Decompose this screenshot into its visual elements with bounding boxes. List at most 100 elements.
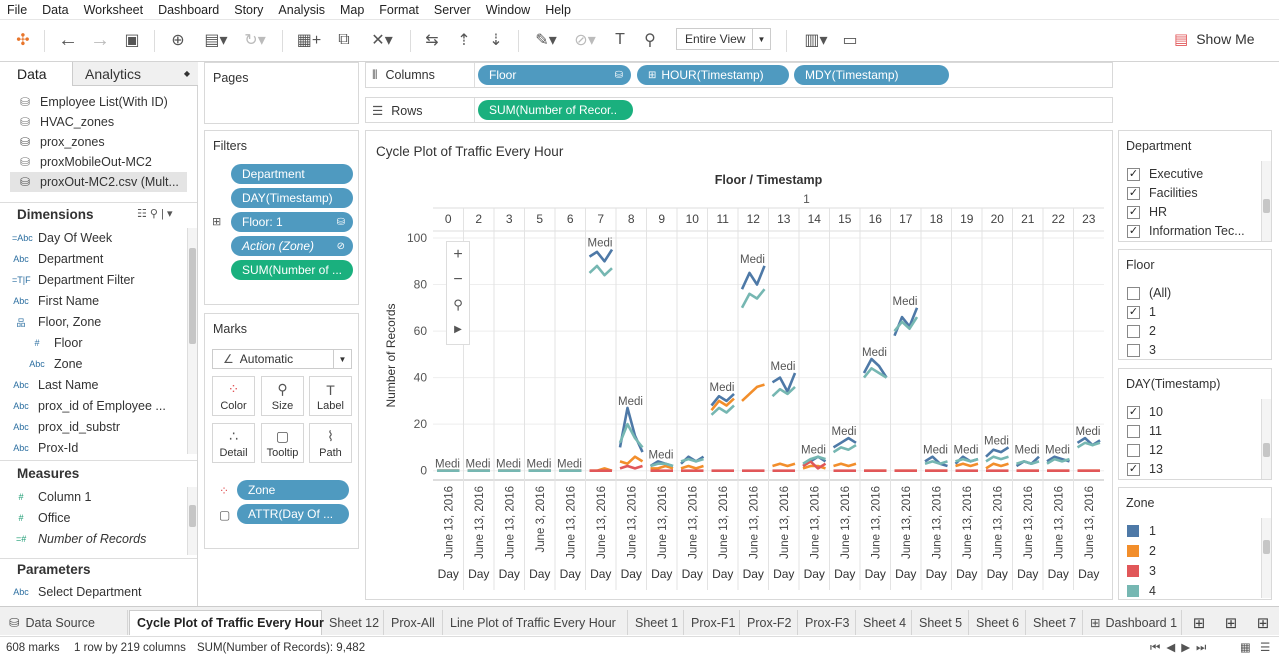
measure-item[interactable]: # Column 1 bbox=[12, 487, 182, 507]
menu-data[interactable]: Data bbox=[42, 2, 69, 17]
menu-dashboard[interactable]: Dashboard bbox=[158, 2, 220, 17]
refresh-icon[interactable]: ↻▾ bbox=[244, 32, 266, 49]
series-line[interactable] bbox=[740, 265, 766, 290]
day-option[interactable]: ✓ 10 bbox=[1127, 403, 1163, 421]
department-option[interactable]: ✓ Information Tec... bbox=[1127, 222, 1245, 240]
series-line[interactable] bbox=[802, 460, 827, 470]
duplicate-sheet-icon[interactable]: ⧉ bbox=[338, 31, 350, 48]
floor-option[interactable]: 3 bbox=[1127, 341, 1156, 359]
tab-prox-f2[interactable]: Prox-F2 bbox=[740, 610, 798, 635]
detail-button[interactable]: ∴ Detail bbox=[212, 423, 255, 463]
show-me-button[interactable]: ▤ Show Me bbox=[1174, 30, 1255, 48]
filter-day-timestamp[interactable]: DAY(Timestamp) bbox=[231, 188, 353, 208]
tab-prox-all[interactable]: Prox-All bbox=[384, 610, 443, 635]
play-icon[interactable]: ▶ bbox=[454, 324, 462, 335]
zone-legend-item[interactable]: 2 bbox=[1127, 542, 1156, 560]
menu-window[interactable]: Window bbox=[485, 2, 531, 17]
series-line[interactable] bbox=[893, 316, 919, 332]
series-line[interactable] bbox=[985, 446, 1010, 458]
zone-legend-item[interactable]: 4 bbox=[1127, 582, 1156, 600]
day-option[interactable]: 12 bbox=[1127, 441, 1163, 459]
dimension-item[interactable]: Abc Last Name bbox=[12, 375, 182, 395]
new-worksheet-tab-icon[interactable]: ⊞ bbox=[1192, 614, 1206, 632]
data-source-item[interactable]: ⛁ prox_zones bbox=[10, 132, 187, 152]
filter-action-zone[interactable]: Action (Zone) ⊘ bbox=[231, 236, 353, 256]
menu-analysis[interactable]: Analysis bbox=[278, 2, 325, 17]
show-hide-cards-icon[interactable]: ▥▾ bbox=[804, 32, 828, 49]
clear-sheet-icon[interactable]: ✕▾ bbox=[371, 32, 393, 49]
dimension-item[interactable]: Abc prox_id_substr bbox=[12, 417, 182, 437]
series-line[interactable] bbox=[985, 462, 1009, 470]
series-line[interactable] bbox=[710, 392, 735, 407]
dimension-item[interactable]: Abc First Name bbox=[12, 291, 182, 311]
series-line[interactable] bbox=[710, 404, 735, 416]
series-line[interactable] bbox=[619, 464, 643, 470]
filter-floor[interactable]: Floor: 1 ⛁ bbox=[231, 212, 353, 232]
sort-descending-icon[interactable]: ⇣ bbox=[489, 32, 503, 49]
series-line[interactable] bbox=[802, 455, 826, 465]
highlight-icon[interactable]: ✎▾ bbox=[535, 32, 557, 49]
floor-option[interactable]: ✓ 1 bbox=[1127, 303, 1156, 321]
measure-item[interactable]: =# Number of Records bbox=[12, 529, 182, 549]
series-line[interactable] bbox=[588, 264, 613, 277]
series-line[interactable] bbox=[710, 397, 735, 412]
show-mark-labels-icon[interactable]: T bbox=[615, 31, 625, 48]
swap-rows-columns-icon[interactable]: ⇆ bbox=[425, 32, 439, 49]
undo-icon[interactable]: ← bbox=[58, 28, 78, 51]
path-button[interactable]: ⌇ Path bbox=[309, 423, 352, 463]
pin-icon[interactable]: ⚲ bbox=[453, 297, 463, 312]
tab-sheet-5[interactable]: Sheet 5 bbox=[912, 610, 969, 635]
floor-option[interactable]: 2 bbox=[1127, 322, 1156, 340]
tab-data-source[interactable]: ⛁ Data Source bbox=[2, 610, 128, 635]
tableau-logo-icon[interactable]: ✣ bbox=[16, 32, 30, 49]
series-line[interactable] bbox=[680, 457, 704, 463]
series-line[interactable] bbox=[588, 248, 614, 263]
series-line[interactable] bbox=[955, 457, 979, 463]
series-line[interactable] bbox=[924, 460, 948, 466]
marks-field-zone[interactable]: Zone bbox=[237, 480, 349, 500]
series-line[interactable] bbox=[740, 288, 766, 309]
fit-dropdown[interactable]: Entire View ▼ bbox=[676, 28, 771, 50]
pause-updates-icon[interactable]: ▤▾ bbox=[204, 32, 228, 49]
series-line[interactable] bbox=[955, 462, 979, 468]
department-option[interactable]: ✓ HR bbox=[1127, 203, 1167, 221]
list-view-icon[interactable]: ☰ bbox=[1260, 642, 1271, 654]
mark-type-dropdown[interactable]: ∠ Automatic ▼ bbox=[212, 349, 352, 369]
dimension-item[interactable]: 品 Floor, Zone bbox=[12, 312, 182, 332]
tab-sheet-12[interactable]: Sheet 12 bbox=[322, 610, 384, 635]
dimensions-tools-icon[interactable]: ☷ ⚲ | ▾ bbox=[137, 208, 173, 220]
series-line[interactable] bbox=[985, 455, 1009, 463]
data-source-item[interactable]: ⛁ proxOut-MC2.csv (Mult... bbox=[10, 172, 187, 192]
dimension-item[interactable]: # Floor bbox=[28, 333, 182, 353]
department-option[interactable]: ✓ Facilities bbox=[1127, 184, 1198, 202]
menu-worksheet[interactable]: Worksheet bbox=[83, 2, 144, 17]
label-button[interactable]: T Label bbox=[309, 376, 352, 416]
new-data-source-icon[interactable]: ⊕ bbox=[171, 32, 185, 49]
parameter-item[interactable]: Abc Select Department bbox=[12, 582, 182, 602]
data-source-item[interactable]: ⛁ proxMobileOut-MC2 bbox=[10, 152, 187, 172]
tab-sheet-7[interactable]: Sheet 7 bbox=[1026, 610, 1083, 635]
series-line[interactable] bbox=[619, 455, 644, 466]
rows-shelf[interactable]: ☰ Rows SUM(Number of Recor.. bbox=[365, 97, 1113, 123]
series-line[interactable] bbox=[650, 462, 674, 468]
menu-server[interactable]: Server bbox=[433, 2, 471, 17]
color-button[interactable]: ⁘ Color bbox=[212, 376, 255, 416]
tab-prox-f1[interactable]: Prox-F1 bbox=[684, 610, 740, 635]
column-pill-hour[interactable]: ⊞ HOUR(Timestamp) bbox=[637, 65, 789, 85]
tab-cycle-plot[interactable]: Cycle Plot of Traffic Every Hour bbox=[129, 610, 324, 635]
page-nav-icons[interactable]: ⏮◀▶⏭ bbox=[1150, 642, 1213, 654]
filter-department[interactable]: Department bbox=[231, 164, 353, 184]
measures-scrollbar[interactable] bbox=[187, 487, 197, 555]
series-line[interactable] bbox=[650, 464, 674, 470]
menu-story[interactable]: Story bbox=[234, 2, 264, 17]
presentation-mode-icon[interactable]: ▭ bbox=[842, 32, 858, 49]
series-line[interactable] bbox=[680, 464, 704, 470]
series-line[interactable] bbox=[1016, 460, 1040, 466]
series-line[interactable] bbox=[924, 455, 948, 468]
tab-dashboard-1[interactable]: ⊞ Dashboard 1 bbox=[1083, 610, 1182, 635]
zoom-out-icon[interactable]: − bbox=[453, 271, 463, 288]
tab-analytics[interactable]: Analytics ◆ bbox=[72, 62, 198, 86]
grid-view-icon[interactable]: ▦ bbox=[1240, 642, 1251, 654]
new-dashboard-tab-icon[interactable]: ⊞ bbox=[1224, 614, 1238, 632]
column-pill-mdy[interactable]: MDY(Timestamp) bbox=[794, 65, 949, 85]
